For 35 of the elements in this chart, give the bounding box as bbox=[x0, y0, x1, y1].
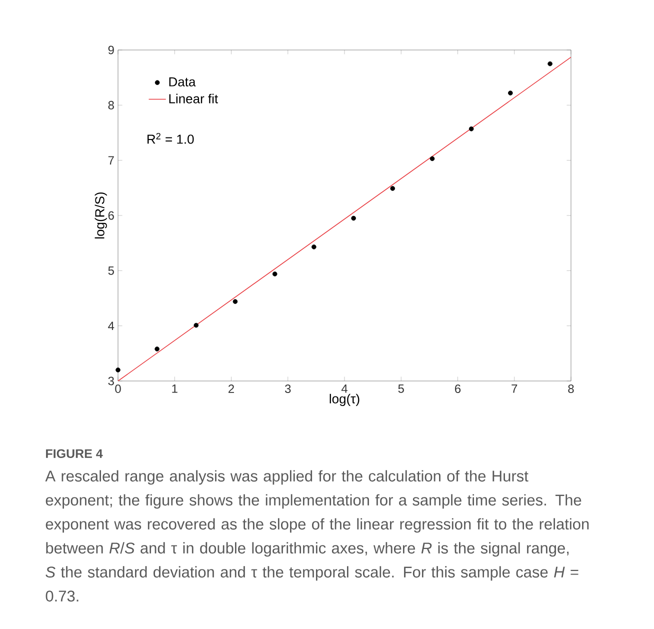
legend-label: Linear fit bbox=[169, 94, 218, 104]
x-tick-label: 8 bbox=[568, 384, 574, 394]
point bbox=[468, 126, 474, 132]
point bbox=[508, 90, 513, 96]
x-tick-label: 4 bbox=[341, 384, 348, 393]
y-tick-label: 5 bbox=[108, 266, 114, 275]
point bbox=[232, 299, 238, 304]
text: A rescaled range analysis was applied for the calculation of the Hurst exponent; the figure shows the implementation for a sample time series. The exponent was recovered as the slope of the linear regression fit to the relation between R/S and τ in double logarithmic axes, where R is the signal range, S the standard deviation and τ the temporal scale. For this sample case H = 0.73. bbox=[45, 470, 589, 602]
annotation: R$^{2}$ = 1.0 bbox=[148, 132, 194, 144]
x-axis-title: log(τ) bbox=[330, 394, 360, 406]
point bbox=[548, 61, 552, 66]
x-tick-label: 5 bbox=[398, 384, 404, 393]
caption: FIGURE 4 bbox=[46, 449, 103, 458]
x-tick-label: 6 bbox=[455, 384, 461, 394]
point bbox=[116, 368, 120, 372]
y-tick-label: 7 bbox=[108, 156, 114, 164]
y-axis-title: log(R/S) bbox=[94, 192, 107, 238]
point bbox=[430, 156, 435, 162]
y-tick-label: 8 bbox=[108, 100, 114, 110]
y-tick-label: 4 bbox=[108, 322, 114, 330]
x-tick-label: 1 bbox=[172, 384, 178, 393]
point bbox=[312, 244, 316, 250]
point bbox=[154, 346, 160, 352]
x-tick-label: 0 bbox=[115, 384, 121, 394]
legend-label: Data bbox=[169, 77, 196, 86]
y-tick-label: 6 bbox=[108, 211, 114, 220]
point bbox=[272, 272, 278, 276]
y-tick-label: 9 bbox=[108, 46, 114, 54]
x-tick-label: 7 bbox=[512, 384, 518, 393]
point bbox=[390, 186, 396, 191]
point bbox=[194, 322, 199, 328]
x-tick-label: 2 bbox=[228, 384, 234, 393]
x-tick-label: 3 bbox=[284, 384, 291, 394]
y-tick-label: 3 bbox=[108, 376, 114, 386]
point bbox=[351, 216, 356, 221]
